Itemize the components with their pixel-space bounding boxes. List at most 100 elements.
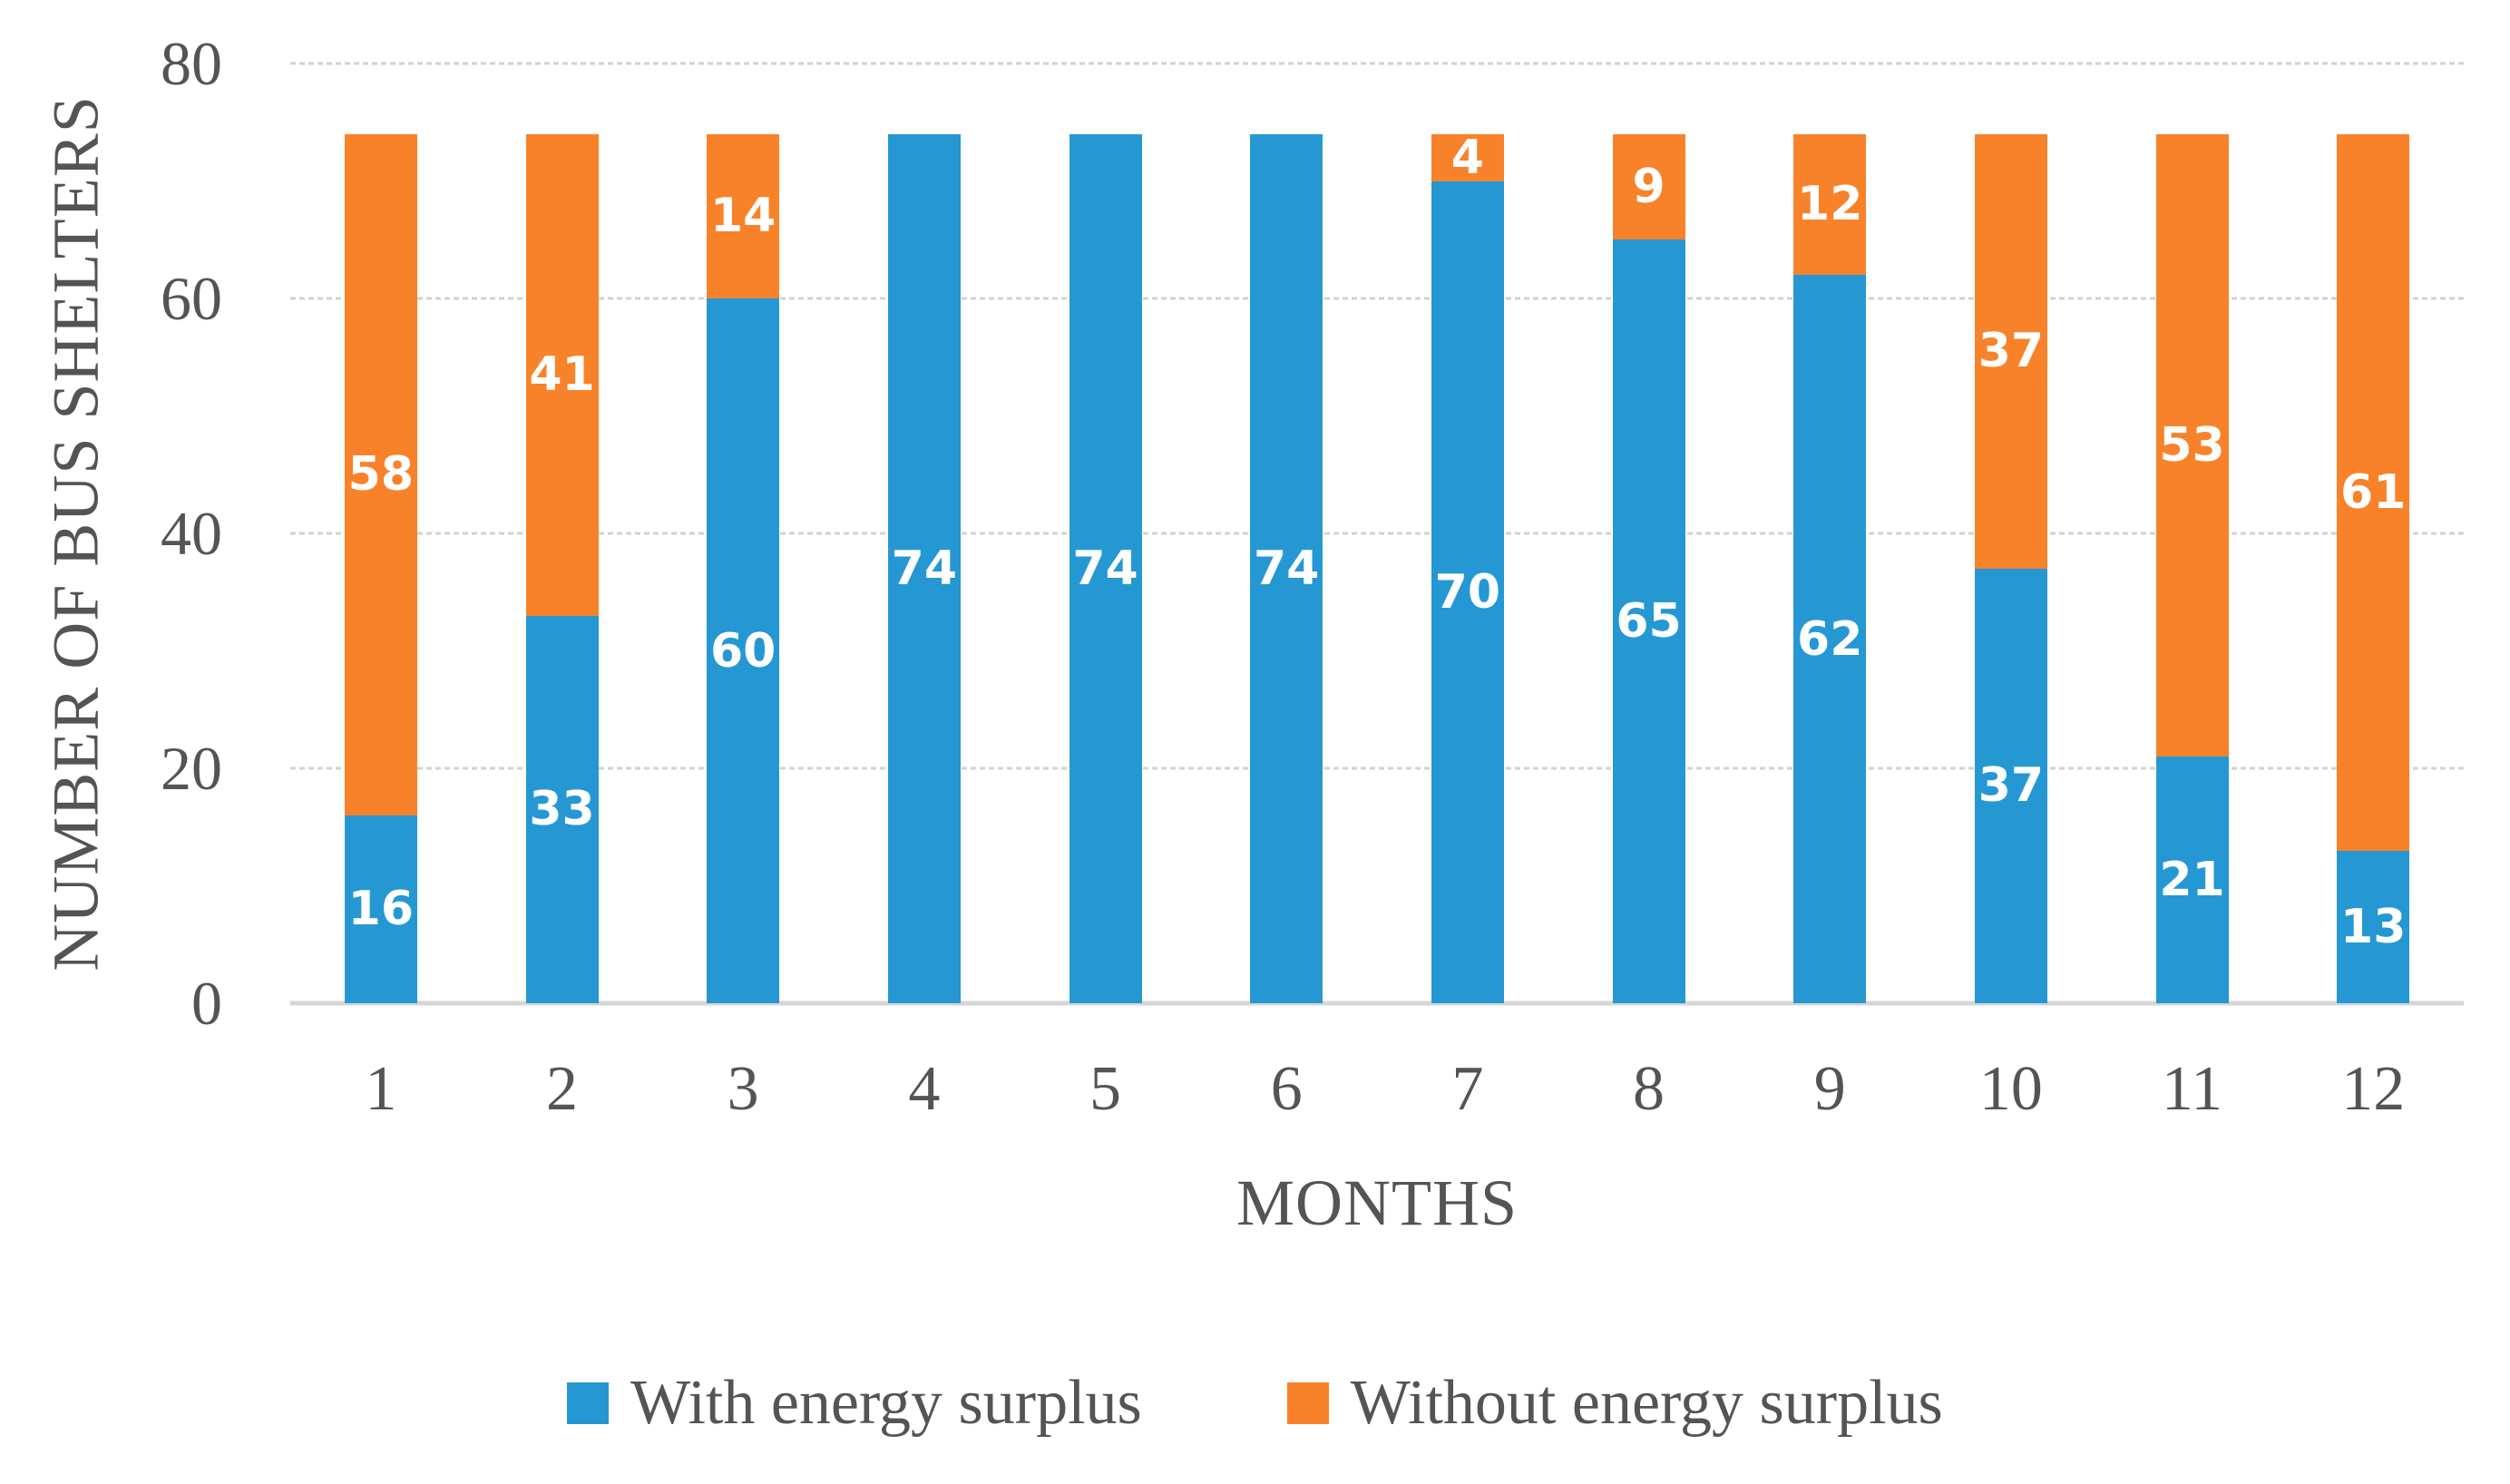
stacked-bar: 60 14 (707, 63, 780, 1003)
bar-segment-with-energy-surplus: 70 (1431, 181, 1504, 1003)
bar-value-label: 16 (347, 882, 415, 937)
bar-column-month-4: 74 (834, 63, 1015, 1003)
x-tick-label: 4 (908, 1054, 941, 1124)
bar-value-label: 65 (1616, 594, 1682, 649)
bar-value-label: 74 (1072, 541, 1138, 596)
bar-value-label: 14 (709, 189, 776, 244)
gridline (290, 532, 2464, 535)
y-tick-label: 20 (161, 734, 222, 803)
bar-segment-with-energy-surplus: 74 (1069, 133, 1142, 1003)
bar-segment-without-energy-surplus: 12 (1793, 133, 1867, 276)
legend-swatch-blue-icon (567, 1382, 610, 1424)
legend-swatch-orange-icon (1286, 1382, 1329, 1424)
bar-value-label: 62 (1797, 611, 1863, 667)
bar-column-month-10: 37 37 (1920, 63, 2102, 1003)
gridline (290, 297, 2464, 300)
x-tick-label: 11 (2161, 1054, 2223, 1124)
bar-column-month-12: 13 61 (2282, 63, 2464, 1003)
stacked-bar: 74 (1250, 63, 1323, 1003)
bar-value-label: 21 (2159, 853, 2225, 908)
bar-value-label: 61 (2340, 464, 2407, 520)
bar-value-label: 37 (1978, 758, 2045, 814)
stacked-bar: 13 61 (2337, 63, 2410, 1003)
bar-segment-with-energy-surplus: 13 (2337, 850, 2410, 1003)
stacked-bar: 33 41 (525, 63, 599, 1003)
x-tick-label: 5 (1089, 1054, 1122, 1124)
bar-segment-with-energy-surplus: 74 (887, 133, 961, 1003)
gridline (290, 766, 2464, 770)
bar-column-month-5: 74 (1015, 63, 1196, 1003)
bar-value-label: 58 (347, 447, 415, 503)
y-axis-tick-labels: 80 60 40 20 0 (0, 33, 222, 1034)
bar-column-month-6: 74 (1196, 63, 1377, 1003)
bar-segment-with-energy-surplus: 65 (1612, 239, 1685, 1003)
bar-value-label: 33 (529, 782, 595, 837)
x-tick-label: 10 (1978, 1054, 2043, 1124)
x-tick-label: 9 (1813, 1054, 1846, 1124)
bar-column-month-2: 33 41 (472, 63, 653, 1003)
bar-value-label: 74 (1254, 541, 1320, 596)
bar-segment-without-energy-surplus: 53 (2155, 133, 2229, 757)
bar-segment-with-energy-surplus: 33 (525, 615, 599, 1003)
bar-column-month-8: 65 9 (1558, 63, 1740, 1003)
legend-item-with-energy-surplus: With energy surplus (567, 1372, 1142, 1435)
legend-label: With energy surplus (630, 1368, 1142, 1438)
bar-column-month-11: 21 53 (2102, 63, 2283, 1003)
x-tick-label: 1 (365, 1054, 397, 1124)
bar-segment-with-energy-surplus: 37 (1974, 568, 2047, 1003)
stacked-bar: 74 (1069, 63, 1142, 1003)
x-tick-label: 12 (2341, 1054, 2406, 1124)
legend: With energy surplus Without energy surpl… (0, 1372, 2510, 1435)
y-tick-label: 0 (191, 969, 222, 1038)
x-tick-label: 2 (546, 1054, 578, 1124)
bar-value-label: 60 (709, 623, 776, 679)
bar-value-label: 4 (1450, 130, 1484, 185)
bar-segment-with-energy-surplus: 60 (707, 298, 780, 1003)
bar-column-month-7: 70 4 (1377, 63, 1558, 1003)
bar-value-label: 12 (1797, 177, 1863, 232)
stacked-bar: 74 (887, 63, 961, 1003)
bar-value-label: 53 (2159, 417, 2225, 473)
bar-column-month-3: 60 14 (652, 63, 834, 1003)
y-tick-label: 60 (161, 264, 222, 333)
x-tick-label: 8 (1633, 1054, 1665, 1124)
x-axis-line (290, 1001, 2464, 1006)
bar-segment-with-energy-surplus: 21 (2155, 757, 2229, 1003)
bar-value-label: 13 (2340, 899, 2407, 954)
bar-segment-without-energy-surplus: 9 (1612, 133, 1685, 240)
x-tick-label: 3 (727, 1054, 759, 1124)
legend-label: Without energy surplus (1350, 1368, 1943, 1438)
x-tick-label: 6 (1270, 1054, 1303, 1124)
x-axis-title: MONTHS (1235, 1167, 1519, 1239)
bar-value-label: 37 (1978, 324, 2045, 379)
bars-layer: 16 58 33 41 60 14 74 74 74 70 4 65 9 62 12 37 37 21 53 13 61 (290, 63, 2464, 1003)
x-tick-label: 7 (1451, 1054, 1484, 1124)
bar-column-month-9: 62 12 (1739, 63, 1920, 1003)
bar-value-label: 74 (891, 541, 958, 596)
stacked-bar: 70 4 (1431, 63, 1504, 1003)
bar-segment-without-energy-surplus: 61 (2337, 133, 2410, 851)
plot-area: 16 58 33 41 60 14 74 74 74 70 4 65 9 62 12 37 37 21 53 13 61 (290, 62, 2464, 1006)
bar-segment-with-energy-surplus: 16 (344, 815, 417, 1003)
bar-value-label: 70 (1434, 564, 1501, 620)
bar-value-label: 41 (529, 347, 595, 403)
bar-segment-without-energy-surplus: 37 (1974, 133, 2047, 569)
gridline (290, 62, 2464, 65)
bar-value-label: 9 (1632, 159, 1665, 214)
y-tick-label: 80 (161, 29, 222, 98)
stacked-bar: 37 37 (1974, 63, 2047, 1003)
stacked-bar: 21 53 (2155, 63, 2229, 1003)
bar-segment-with-energy-surplus: 62 (1793, 275, 1867, 1003)
stacked-bar: 65 9 (1612, 63, 1685, 1003)
bar-segment-without-energy-surplus: 41 (525, 133, 599, 616)
bar-segment-without-energy-surplus: 58 (344, 133, 417, 815)
y-tick-label: 40 (161, 499, 222, 568)
legend-item-without-energy-surplus: Without energy surplus (1286, 1368, 1943, 1438)
x-axis-tick-labels: 1 2 3 4 5 6 7 8 9 10 11 12 (290, 1049, 2464, 1130)
bar-segment-without-energy-surplus: 4 (1431, 134, 1504, 181)
bar-column-month-1: 16 58 (290, 63, 472, 1003)
bar-segment-with-energy-surplus: 74 (1250, 133, 1323, 1003)
bar-segment-without-energy-surplus: 14 (707, 133, 780, 298)
stacked-bar: 16 58 (344, 63, 417, 1003)
